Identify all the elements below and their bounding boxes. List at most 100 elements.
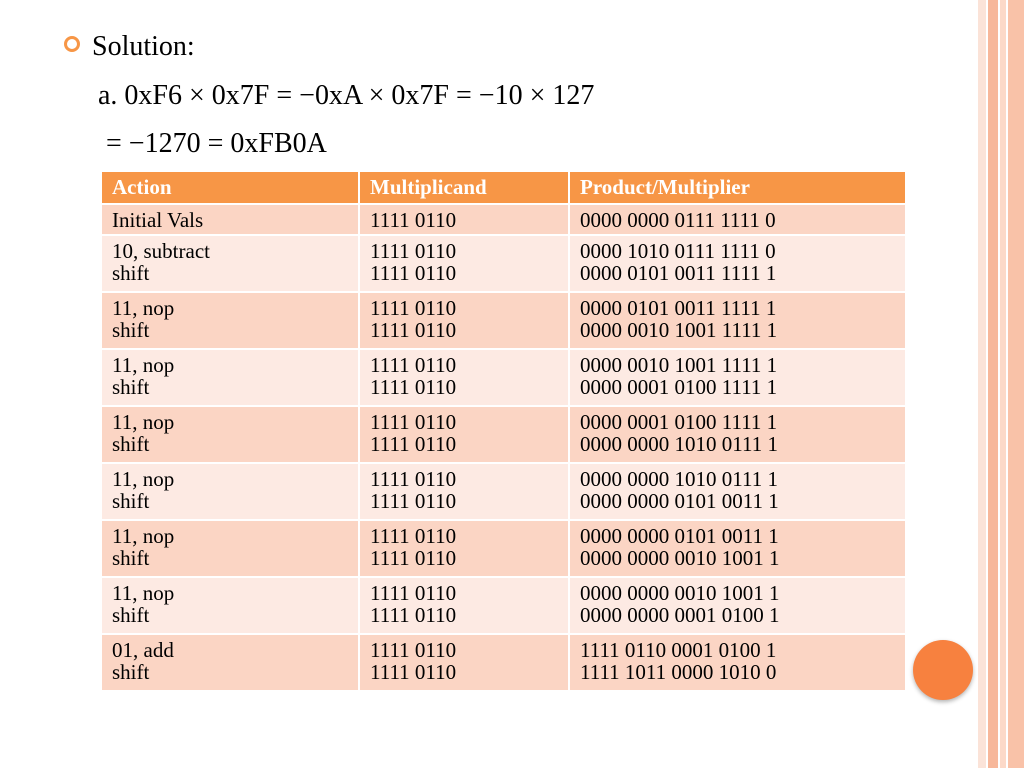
cell-line: 1111 0110 <box>370 353 457 377</box>
table-cell: 1111 0110 1111 0110 <box>358 633 570 692</box>
stripe <box>988 0 998 768</box>
bullet-icon <box>64 36 80 52</box>
cell-line: 0000 0000 0111 1111 0 <box>580 208 776 232</box>
cell-line: 11, nop <box>112 581 175 605</box>
cell-line: 11, nop <box>112 467 175 491</box>
table-cell: 11, nop shift <box>100 291 360 350</box>
cell-line: 1111 0110 <box>370 489 457 513</box>
table-row: Initial Vals 1111 0110 0000 0000 0111 1111… <box>100 203 907 236</box>
table-cell: 1111 0110 1111 0110 <box>358 462 570 521</box>
table-cell: 11, nop shift <box>100 519 360 578</box>
cell-line: 11, nop <box>112 410 175 434</box>
table-cell: 11, nop shift <box>100 405 360 464</box>
cell-line: 1111 0110 <box>370 239 457 263</box>
table-row: 11, nop shift 1111 0110 1111 0110 0000 0001 … <box>100 405 907 464</box>
table-cell: 11, nop shift <box>100 576 360 635</box>
cell-line: 0000 0101 0011 1111 1 <box>580 261 777 285</box>
cell-line: 11, nop <box>112 296 175 320</box>
table-row: 10, subtract shift 1111 0110 1111 0110 0000 … <box>100 234 907 293</box>
cell-line: Initial Vals <box>112 208 204 232</box>
table-cell: 1111 0110 1111 0110 <box>358 348 570 407</box>
header-cell: Multiplicand <box>358 170 570 205</box>
cell-line: 1111 0110 <box>370 638 457 662</box>
stripe <box>1008 0 1024 768</box>
table-row: 11, nop shift 1111 0110 1111 0110 0000 0101 … <box>100 291 907 350</box>
header-cell: Product/Multiplier <box>568 170 907 205</box>
cell-line: shift <box>112 318 150 342</box>
bullet-text: Solution: <box>92 31 195 62</box>
cell-line: shift <box>112 660 150 684</box>
booth-table: Action Multiplicand Product/Multiplier Ini… <box>100 170 907 692</box>
stripe <box>1000 0 1006 768</box>
cell-line: 1111 0110 <box>370 603 457 627</box>
table-cell: 1111 0110 1111 0110 <box>358 234 570 293</box>
cell-line: shift <box>112 375 150 399</box>
header-cell: Action <box>100 170 360 205</box>
table-cell: 0000 0010 1001 1111 1 0000 0001 0100 1111… <box>568 348 907 407</box>
table-cell: 10, subtract shift <box>100 234 360 293</box>
table-cell: 01, add shift <box>100 633 360 692</box>
cell-line: 0000 0101 0011 1111 1 <box>580 296 777 320</box>
cell-line: shift <box>112 603 150 627</box>
table-cell: 0000 0000 1010 0111 1 0000 0000 0101 0011… <box>568 462 907 521</box>
cell-line: shift <box>112 489 150 513</box>
equation-line: a. 0xF6 × 0x7F = −0xA × 0x7F = −10 × 127 <box>98 80 595 111</box>
table-row: 01, add shift 1111 0110 1111 0110 1111 0110 … <box>100 633 907 692</box>
table-cell: 0000 0000 0101 0011 1 0000 0000 0010 1001… <box>568 519 907 578</box>
cell-line: 0000 1010 0111 1111 0 <box>580 239 776 263</box>
cell-line: 1111 0110 <box>370 467 457 491</box>
cell-line: 0000 0000 1010 0111 1 <box>580 432 778 456</box>
cell-line: 1111 0110 <box>370 318 457 342</box>
header-row: Action Multiplicand Product/Multiplier <box>100 170 907 205</box>
cell-line: 10, subtract <box>112 239 210 263</box>
cell-line: 1111 0110 <box>370 208 457 232</box>
cell-line: 0000 0001 0100 1111 1 <box>580 410 778 434</box>
cell-line: 1111 0110 <box>370 546 457 570</box>
table-cell: 1111 0110 1111 0110 <box>358 576 570 635</box>
table-cell: 0000 0000 0111 1111 0 <box>568 203 907 236</box>
table-row: 11, nop shift 1111 0110 1111 0110 0000 0010 … <box>100 348 907 407</box>
table-row: 11, nop shift 1111 0110 1111 0110 0000 0000 … <box>100 519 907 578</box>
table-body: Initial Vals 1111 0110 0000 0000 0111 1111… <box>100 203 907 692</box>
cell-line: 0000 0010 1001 1111 1 <box>580 353 778 377</box>
table-cell: 1111 0110 <box>358 203 570 236</box>
cell-line: 1111 0110 <box>370 660 457 684</box>
table-cell: 1111 0110 1111 0110 <box>358 405 570 464</box>
cell-line: 1111 0110 <box>370 432 457 456</box>
cell-line: shift <box>112 261 150 285</box>
table-cell: 1111 0110 1111 0110 <box>358 291 570 350</box>
cell-line: 11, nop <box>112 524 175 548</box>
table-cell: 0000 0000 0010 1001 1 0000 0000 0001 0100… <box>568 576 907 635</box>
cell-line: 11, nop <box>112 353 175 377</box>
cell-line: 1111 0110 <box>370 410 457 434</box>
table-cell: 1111 0110 0001 0100 1 1111 1011 0000 1010… <box>568 633 907 692</box>
cell-line: 0000 0000 0010 1001 1 <box>580 546 780 570</box>
equation-line: = −1270 = 0xFB0A <box>106 128 327 159</box>
cell-line: shift <box>112 432 150 456</box>
cell-line: 1111 0110 <box>370 296 457 320</box>
table-cell: 0000 1010 0111 1111 0 0000 0101 0011 1111… <box>568 234 907 293</box>
table-cell: 11, nop shift <box>100 462 360 521</box>
table-cell: Initial Vals <box>100 203 360 236</box>
cell-line: 1111 0110 <box>370 261 457 285</box>
cell-line: 0000 0000 0001 0100 1 <box>580 603 780 627</box>
cell-line: 0000 0000 1010 0111 1 <box>580 467 778 491</box>
table-cell: 1111 0110 1111 0110 <box>358 519 570 578</box>
cell-line: 0000 0000 0101 0011 1 <box>580 524 779 548</box>
cell-line: 1111 0110 <box>370 581 457 605</box>
cell-line: 0000 0001 0100 1111 1 <box>580 375 778 399</box>
cell-line: 01, add <box>112 638 174 662</box>
cell-line: 1111 1011 0000 1010 0 <box>580 660 777 684</box>
decor-circle <box>913 640 973 700</box>
table-cell: 0000 0101 0011 1111 1 0000 0010 1001 1111… <box>568 291 907 350</box>
table-row: 11, nop shift 1111 0110 1111 0110 0000 0000 … <box>100 462 907 521</box>
cell-line: shift <box>112 546 150 570</box>
stripe <box>978 0 986 768</box>
table-cell: 11, nop shift <box>100 348 360 407</box>
table-cell: 0000 0001 0100 1111 1 0000 0000 1010 0111… <box>568 405 907 464</box>
cell-line: 1111 0110 <box>370 524 457 548</box>
cell-line: 1111 0110 <box>370 375 457 399</box>
table-row: 11, nop shift 1111 0110 1111 0110 0000 0000 … <box>100 576 907 635</box>
cell-line: 0000 0000 0010 1001 1 <box>580 581 780 605</box>
